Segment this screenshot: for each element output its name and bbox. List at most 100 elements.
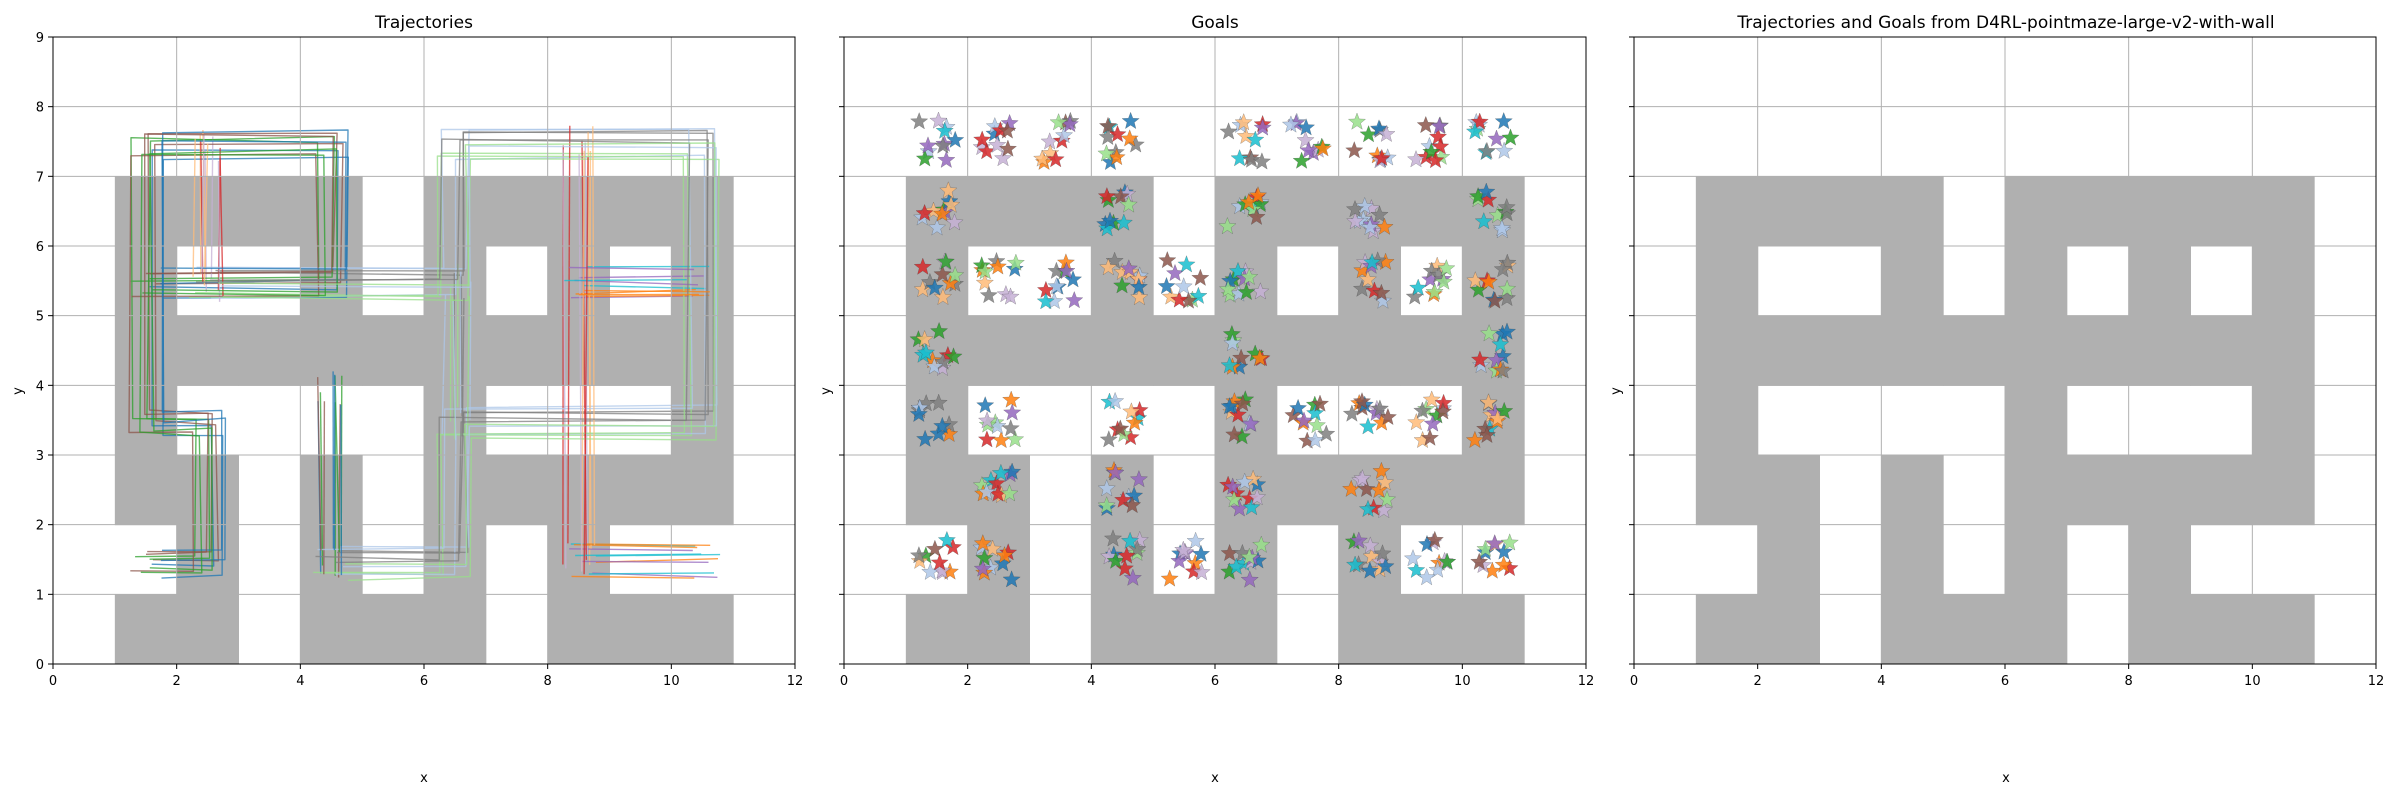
goal-star-marker [1119, 195, 1138, 213]
goal-star-marker [1242, 497, 1261, 516]
wall-cell [967, 176, 1030, 247]
trajectory-line [574, 279, 699, 286]
wall-cell [1819, 176, 1882, 247]
trajectory-line [334, 375, 341, 553]
wall-cell [238, 315, 301, 386]
goal-star-marker [1100, 211, 1120, 229]
goal-star-marker [1240, 547, 1259, 565]
goal-star-marker [1352, 279, 1372, 297]
trajectory-line [581, 150, 585, 572]
goal-star-marker [1296, 130, 1315, 149]
wall-cell [547, 594, 610, 665]
x-tick-label: 2 [1754, 674, 1762, 689]
trajectory-line [583, 284, 706, 290]
goal-star-marker [909, 546, 929, 564]
goal-markers [909, 111, 1520, 588]
goal-star-marker [1225, 425, 1244, 443]
goal-star-marker [1362, 252, 1382, 271]
wall-cell [905, 315, 969, 386]
x-tick-label: 0 [49, 674, 57, 689]
maze-walls-panel: Trajectories and Goals from D4RL-pointma… [1609, 13, 2384, 786]
wall-cell [1215, 176, 1278, 247]
wall-cell [967, 594, 1030, 665]
x-tick-label: 6 [2001, 674, 2009, 689]
x-tick-label: 12 [1578, 674, 1595, 689]
goal-star-marker [1218, 216, 1237, 235]
x-tick-label: 12 [787, 674, 804, 689]
trajectory-line [210, 136, 214, 279]
wall-cell [1153, 315, 1216, 386]
goal-star-marker [937, 530, 956, 549]
goal-star-marker [1117, 546, 1136, 564]
goals-y-axis-label: y [819, 387, 834, 395]
wall-cell [1400, 315, 1463, 386]
trajectory-line [211, 154, 707, 576]
goal-star-marker [1049, 113, 1068, 131]
goal-star-marker [1360, 561, 1379, 579]
wall-cell [2066, 176, 2130, 247]
goal-star-marker [1416, 115, 1435, 134]
goal-star-marker [918, 136, 938, 154]
goal-star-marker [988, 135, 1007, 153]
goal-star-marker [915, 149, 934, 167]
trajectory-line [592, 126, 596, 546]
trajectory-line [317, 377, 322, 551]
goal-star-marker [1377, 490, 1397, 508]
wall-cell [671, 455, 734, 526]
goal-star-marker [1033, 149, 1052, 167]
goal-star-marker [1477, 141, 1497, 160]
wall-cell [1029, 315, 1092, 386]
wall-cell [2128, 246, 2191, 317]
wall-cell [1695, 246, 1759, 317]
goal-star-marker [939, 181, 958, 199]
trajectory-line [144, 133, 334, 555]
wall-cell [2128, 176, 2191, 247]
goal-star-marker [1437, 259, 1456, 277]
wall-cell [176, 176, 239, 247]
goal-star-marker [1377, 124, 1396, 142]
trajectory-line [452, 300, 457, 441]
goal-star-marker [988, 257, 1007, 275]
goal-star-marker [1361, 536, 1380, 554]
goal-star-marker [1345, 199, 1365, 218]
goal-star-marker [1246, 130, 1265, 148]
x-tick-label: 8 [1335, 674, 1343, 689]
wall-cell [1757, 594, 1820, 665]
goal-star-marker [1292, 151, 1311, 169]
goal-star-marker [1376, 556, 1395, 575]
goal-star-marker [1479, 393, 1498, 411]
wall-cell [1881, 524, 1944, 595]
wall-cell [1462, 176, 1525, 247]
goal-star-marker [1106, 463, 1125, 481]
goal-star-marker [1423, 414, 1442, 432]
goal-star-marker [915, 329, 934, 348]
trajectories-title: Trajectories [374, 13, 473, 33]
wall-cell [2128, 524, 2191, 595]
goal-star-marker [1000, 484, 1019, 502]
y-tick-label: 8 [36, 101, 44, 116]
goal-star-marker [1369, 480, 1389, 499]
wall-cell [2128, 455, 2191, 526]
maze-walls-x-axis-label: x [2002, 771, 2010, 786]
goal-star-marker [1240, 570, 1259, 588]
goal-star-marker [1281, 115, 1301, 133]
trajectory-line [210, 139, 709, 564]
goal-star-marker [1001, 287, 1020, 305]
trajectory-line [578, 275, 704, 279]
goal-star-marker [933, 416, 952, 434]
goal-star-marker [1002, 390, 1021, 408]
goal-star-marker [1157, 276, 1176, 295]
goal-star-marker [1247, 207, 1266, 225]
x-tick-label: 2 [964, 674, 972, 689]
wall-cell [300, 524, 363, 595]
goal-star-marker [1120, 531, 1140, 549]
goal-star-marker [1378, 407, 1398, 426]
y-tick-label: 3 [36, 449, 44, 464]
wall-cell [114, 455, 178, 526]
trajectory-line [588, 572, 715, 575]
goal-star-marker [1485, 291, 1504, 309]
wall-cell [1276, 176, 1340, 247]
goal-star-marker [1465, 430, 1484, 449]
y-tick-label: 6 [36, 240, 44, 255]
goal-star-marker [1493, 259, 1512, 278]
